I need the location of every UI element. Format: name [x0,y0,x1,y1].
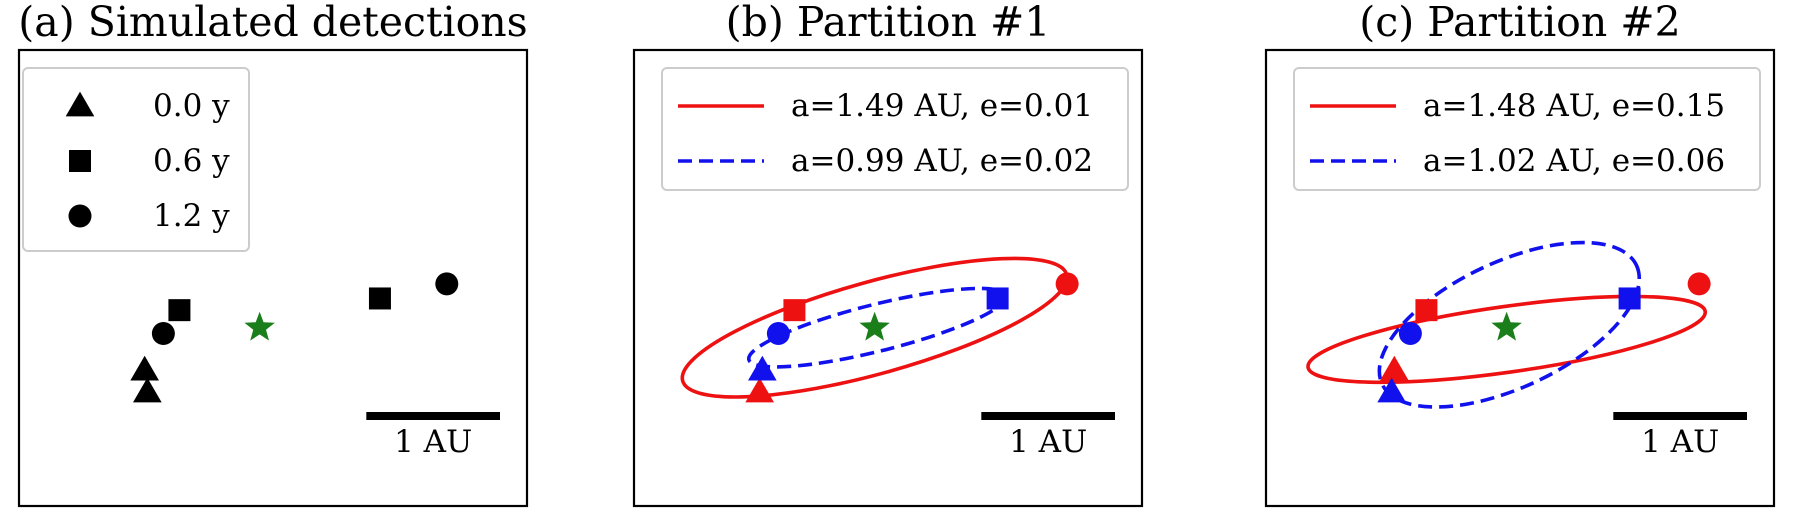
legend-label: a=0.99 AU, e=0.02 [791,143,1093,179]
scale-bar-label: 1 AU [1009,424,1087,460]
legend-circle-icon [68,204,92,228]
star-marker [244,311,275,341]
square-point [783,299,806,322]
legend-label: a=1.48 AU, e=0.15 [1423,88,1725,124]
triangle-point [745,377,774,403]
triangle-point [130,355,159,381]
panel-title: (a) Simulated detections [18,0,527,46]
legend-label: a=1.49 AU, e=0.01 [791,88,1093,124]
orbit-solid [1306,294,1708,385]
panel-title: (c) Partition #2 [1359,0,1681,46]
triangle-point [133,377,162,403]
circle-point [1398,322,1422,346]
scale-bar-label: 1 AU [1641,424,1719,460]
panel-1: (a) Simulated detections 1 AU 0.0 y 0.6 y 1.… [17,0,529,508]
legend-label: 0.0 y [153,88,230,124]
triangle-point [748,355,777,381]
legend-label: a=1.02 AU, e=0.06 [1423,143,1725,179]
panel-title: (b) Partition #1 [726,0,1051,46]
legend-box [1293,67,1761,191]
circle-point [151,322,175,346]
legend: a=1.48 AU, e=0.15 a=1.02 AU, e=0.06 [1293,67,1761,191]
square-point [986,287,1009,310]
legend-label: 1.2 y [153,198,230,234]
circle-point [435,272,459,296]
square-point [1415,299,1438,322]
square-point [1618,287,1641,310]
plot-frame [1264,48,1776,508]
circle-point [766,322,790,346]
legend-square-icon [69,150,91,172]
square-point [168,299,191,322]
star-marker [1491,311,1522,341]
plot-frame [632,48,1144,508]
legend: a=1.49 AU, e=0.01 a=0.99 AU, e=0.02 [661,67,1129,191]
legend: 0.0 y 0.6 y 1.2 y [22,67,250,252]
triangle-point [1377,377,1406,403]
circle-point [1687,272,1711,296]
panel-3: (c) Partition #21 AUa=1.48 AU, e=0.15a=1… [1264,0,1776,508]
circle-point [1055,272,1079,296]
scale-bar-label: 1 AU [394,424,472,460]
star-marker [859,311,890,341]
plot-frame [17,48,529,508]
legend-box [661,67,1129,191]
panel-2: (b) Partition #1 1 AU a=1.49 AU, e=0.01 a=0… [632,0,1144,508]
square-point [368,287,391,310]
legend-label: 0.6 y [153,143,230,179]
legend-triangle-icon [65,91,95,117]
triangle-point [1380,355,1409,381]
orbit-dashed [1377,240,1642,409]
